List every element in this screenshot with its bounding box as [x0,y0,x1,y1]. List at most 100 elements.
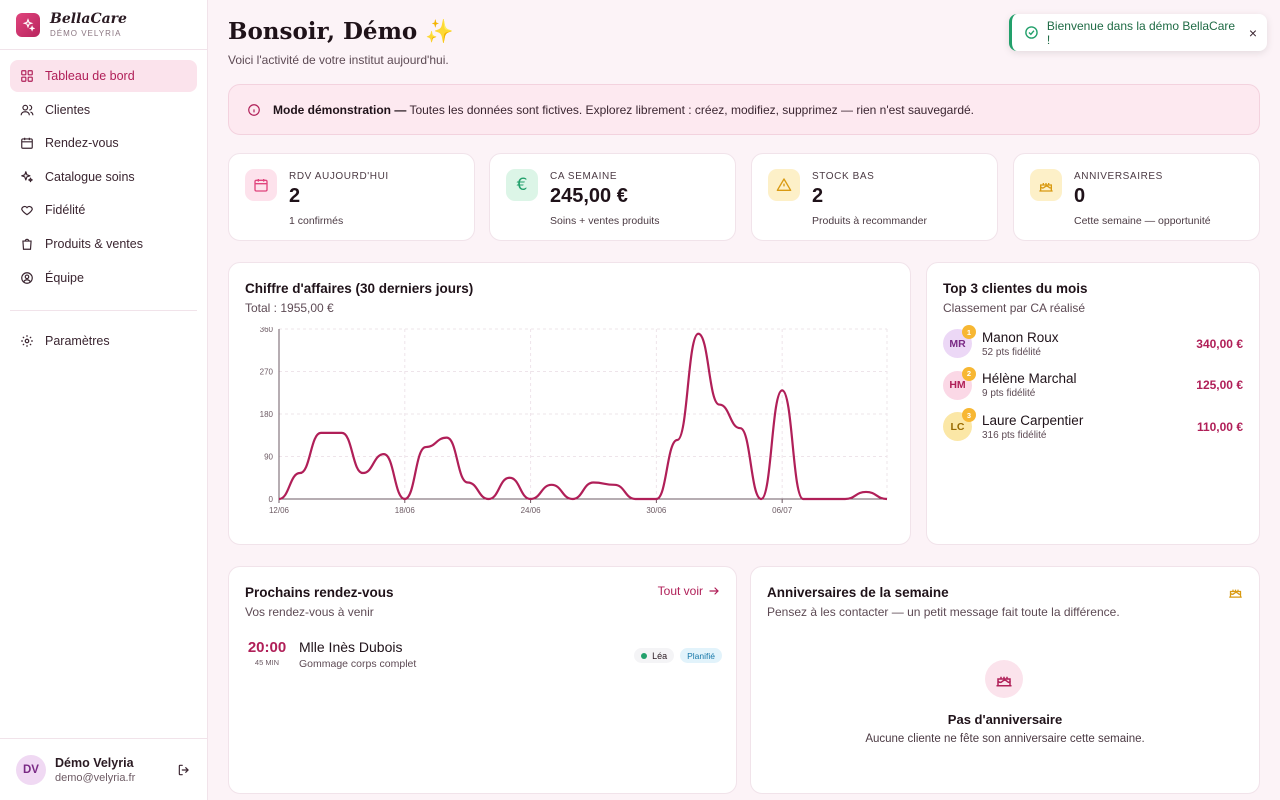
heart-icon [21,206,33,216]
top-clients-list: MR 1 Manon Roux 52 pts fidélité 340,00 €… [943,323,1243,448]
sidebar-item-team[interactable]: Équipe [10,262,197,294]
client-name: Manon Roux [982,329,1059,345]
sidebar-item-dashboard[interactable]: Tableau de bord [10,60,197,92]
brand[interactable]: BellaCare Démo Velyria [0,0,207,50]
sidebar-item-products[interactable]: Produits & ventes [10,228,197,260]
sidebar-item-label: Catalogue soins [45,169,135,184]
appointment-client: Mlle Inès Dubois [299,639,403,655]
client-name: Laure Carpentier [982,412,1084,428]
client-name: Hélène Marchal [982,371,1077,387]
sidebar-item-catalog[interactable]: Catalogue soins [10,161,197,193]
sidebar-item-label: Clientes [45,102,91,117]
avatar-initials: MR [949,337,966,350]
demo-banner-text: Mode démonstration — Toutes les données … [273,103,974,117]
see-all-label: Tout voir [657,584,703,598]
sparkles-logo-icon [16,12,40,37]
user-name: Démo Velyria [55,755,134,770]
x-tick-label: 18/06 [395,506,416,515]
info-icon [248,103,260,116]
stat-note: 1 confirmés [289,215,344,227]
client-revenue: 125,00 € [1196,378,1243,393]
empty-state-cake-icon [985,660,1023,698]
dashboard-icon [21,70,33,82]
stat-card-revenue[interactable]: € CA semaine 245,00 € Soins + ventes pro… [489,153,736,241]
sidebar-item-label: Équipe [45,270,84,285]
rank-badge: 3 [962,408,976,423]
cake-icon [1030,169,1062,201]
page-subtitle: Voici l'activité de votre institut aujou… [228,53,449,67]
revenue-chart-title: Chiffre d'affaires (30 derniers jours) [245,281,474,296]
list-item[interactable]: LC 3 Laure Carpentier 316 pts fidélité 1… [943,406,1243,448]
x-tick-label: 12/06 [269,506,290,515]
cake-icon [1229,589,1242,598]
brand-name: BellaCare [50,10,127,27]
shopping-bag-icon [22,238,32,250]
client-points: 9 pts fidélité [982,388,1036,400]
stat-card-low-stock[interactable]: Stock bas 2 Produits à recommander [751,153,998,241]
sidebar-item-loyalty[interactable]: Fidélité [10,194,197,226]
sidebar-item-appointments[interactable]: Rendez-vous [10,127,197,159]
stat-label: CA semaine [550,171,618,182]
client-points: 316 pts fidélité [982,429,1047,441]
user-profile: DV Démo Velyria demo@velyria.fr [0,738,207,800]
revenue-line-chart[interactable]: 0 90 180 270 360 12/06 18/06 24/06 30/06 06/07 [245,327,895,522]
staff-dot [641,652,648,659]
avatar[interactable]: DV [16,754,46,785]
x-tick-label: 24/06 [521,506,542,515]
top-clients-subtitle: Classement par CA réalisé [943,301,1086,315]
appointment-row[interactable]: 20:00 45 MIN Mlle Inès Dubois Gommage co… [245,639,722,670]
list-item[interactable]: MR 1 Manon Roux 52 pts fidélité 340,00 € [943,323,1243,365]
revenue-chart-total: Total : 1955,00 € [245,301,334,315]
sidebar-divider [10,309,197,311]
stat-label: RDV aujourd'hui [289,171,389,182]
sidebar-item-label: Fidélité [45,203,86,218]
demo-banner-bold: Mode démonstration — [273,102,407,117]
sidebar-nav: Tableau de bord Clientes Rendez-vous Cat… [0,50,207,368]
see-all-link[interactable]: Tout voir [658,584,720,598]
user-email: demo@velyria.fr [55,771,136,784]
x-tick-label: 30/06 [646,506,667,515]
gear-icon [21,334,33,347]
warning-icon [768,169,800,201]
stat-note: Cette semaine — opportunité [1074,215,1211,227]
avatar: LC 3 [943,408,976,442]
logout-icon[interactable] [177,763,191,777]
y-tick-label: 360 [260,327,274,334]
client-revenue: 110,00 € [1196,419,1243,434]
stat-label: Anniversaires [1074,171,1163,182]
y-tick-label: 270 [260,368,274,377]
sidebar-item-settings[interactable]: Paramètres [10,325,197,357]
page-title: Bonsoir, Démo ✨ [228,18,454,45]
y-tick-label: 180 [260,410,274,419]
list-item[interactable]: HM 2 Hélène Marchal 9 pts fidélité 125,0… [943,365,1243,407]
arrow-right-icon [709,587,719,595]
top-clients-title: Top 3 clientes du mois [943,281,1088,296]
staff-badge: Léa [634,648,675,663]
demo-banner: Mode démonstration — Toutes les données … [228,84,1260,135]
calendar-icon [245,169,277,201]
close-icon[interactable]: × [1248,24,1257,41]
sidebar-item-label: Rendez-vous [45,136,119,151]
demo-banner-body: Toutes les données sont fictives. Explor… [406,102,975,117]
appointments-subtitle: Vos rendez-vous à venir [245,605,374,619]
sidebar: BellaCare Démo Velyria Tableau de bord C… [0,0,208,800]
sidebar-item-label: Tableau de bord [45,69,135,83]
y-tick-label: 0 [269,495,274,504]
birthdays-title: Anniversaires de la semaine [767,585,949,600]
client-revenue: 340,00 € [1196,336,1243,351]
revenue-series-line [278,332,888,501]
stat-value: 2 [289,185,301,207]
appointment-duration: 45 MIN [254,658,280,667]
birthdays-card: Anniversaires de la semaine Pensez à les… [750,566,1260,794]
stat-card-birthdays[interactable]: Anniversaires 0 Cette semaine — opportun… [1013,153,1260,241]
stat-value: 245,00 € [550,185,628,207]
appointments-card: Prochains rendez-vous Vos rendez-vous à … [228,566,737,794]
appointment-service: Gommage corps complet [299,658,417,670]
stat-card-appointments[interactable]: RDV aujourd'hui 2 1 confirmés [228,153,475,241]
sidebar-item-clients[interactable]: Clientes [10,94,197,126]
client-points: 52 pts fidélité [982,346,1041,358]
check-circle-icon [1025,26,1038,39]
x-tick-label: 06/07 [772,506,793,515]
avatar: HM 2 [943,366,976,400]
stat-note: Produits à recommander [812,215,927,227]
